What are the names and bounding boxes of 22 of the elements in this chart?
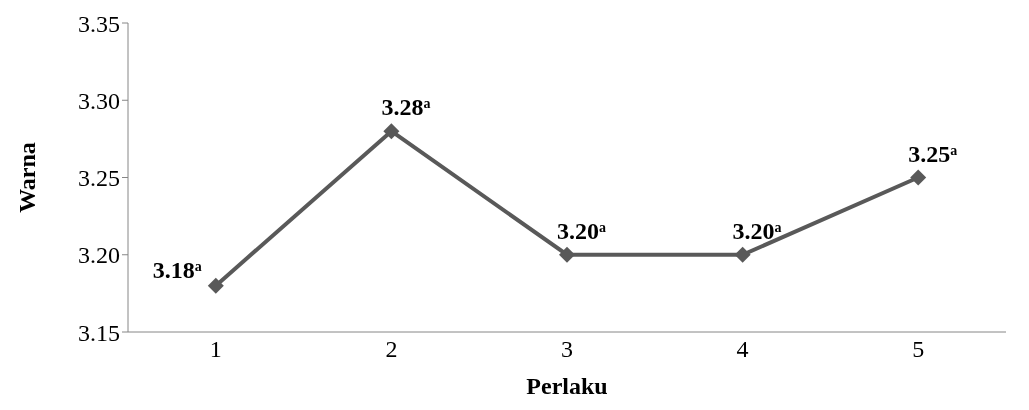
x-tick-label: 1 [209,336,222,363]
y-tick-label: 3.35 [78,10,120,37]
y-tick-label: 3.30 [78,87,120,114]
point [559,246,575,263]
data-label: 3.25$^{a}$ [908,140,958,167]
data-label: 3.20$^{a}$ [732,217,782,244]
y-tick-label: 3.25 [78,165,120,192]
point [734,246,751,263]
x-axis-title: Perlaku [526,373,608,399]
x-tick-label: 4 [736,336,749,363]
x-tick-label: 2 [385,336,398,363]
x-tick-label: 5 [912,336,925,363]
y-axis-title: Warna [13,142,40,213]
point [383,123,400,140]
data-label: 3.28$^{a}$ [381,94,431,121]
point [910,169,927,186]
y-tick-label: 3.15 [78,319,120,346]
x-tick-label: 3 [561,336,573,363]
data-label: 3.18$^{a}$ [152,256,202,283]
y-tick-label: 3.20 [78,242,120,269]
point [207,277,224,294]
data-label: 3.20$^{a}$ [557,217,606,244]
